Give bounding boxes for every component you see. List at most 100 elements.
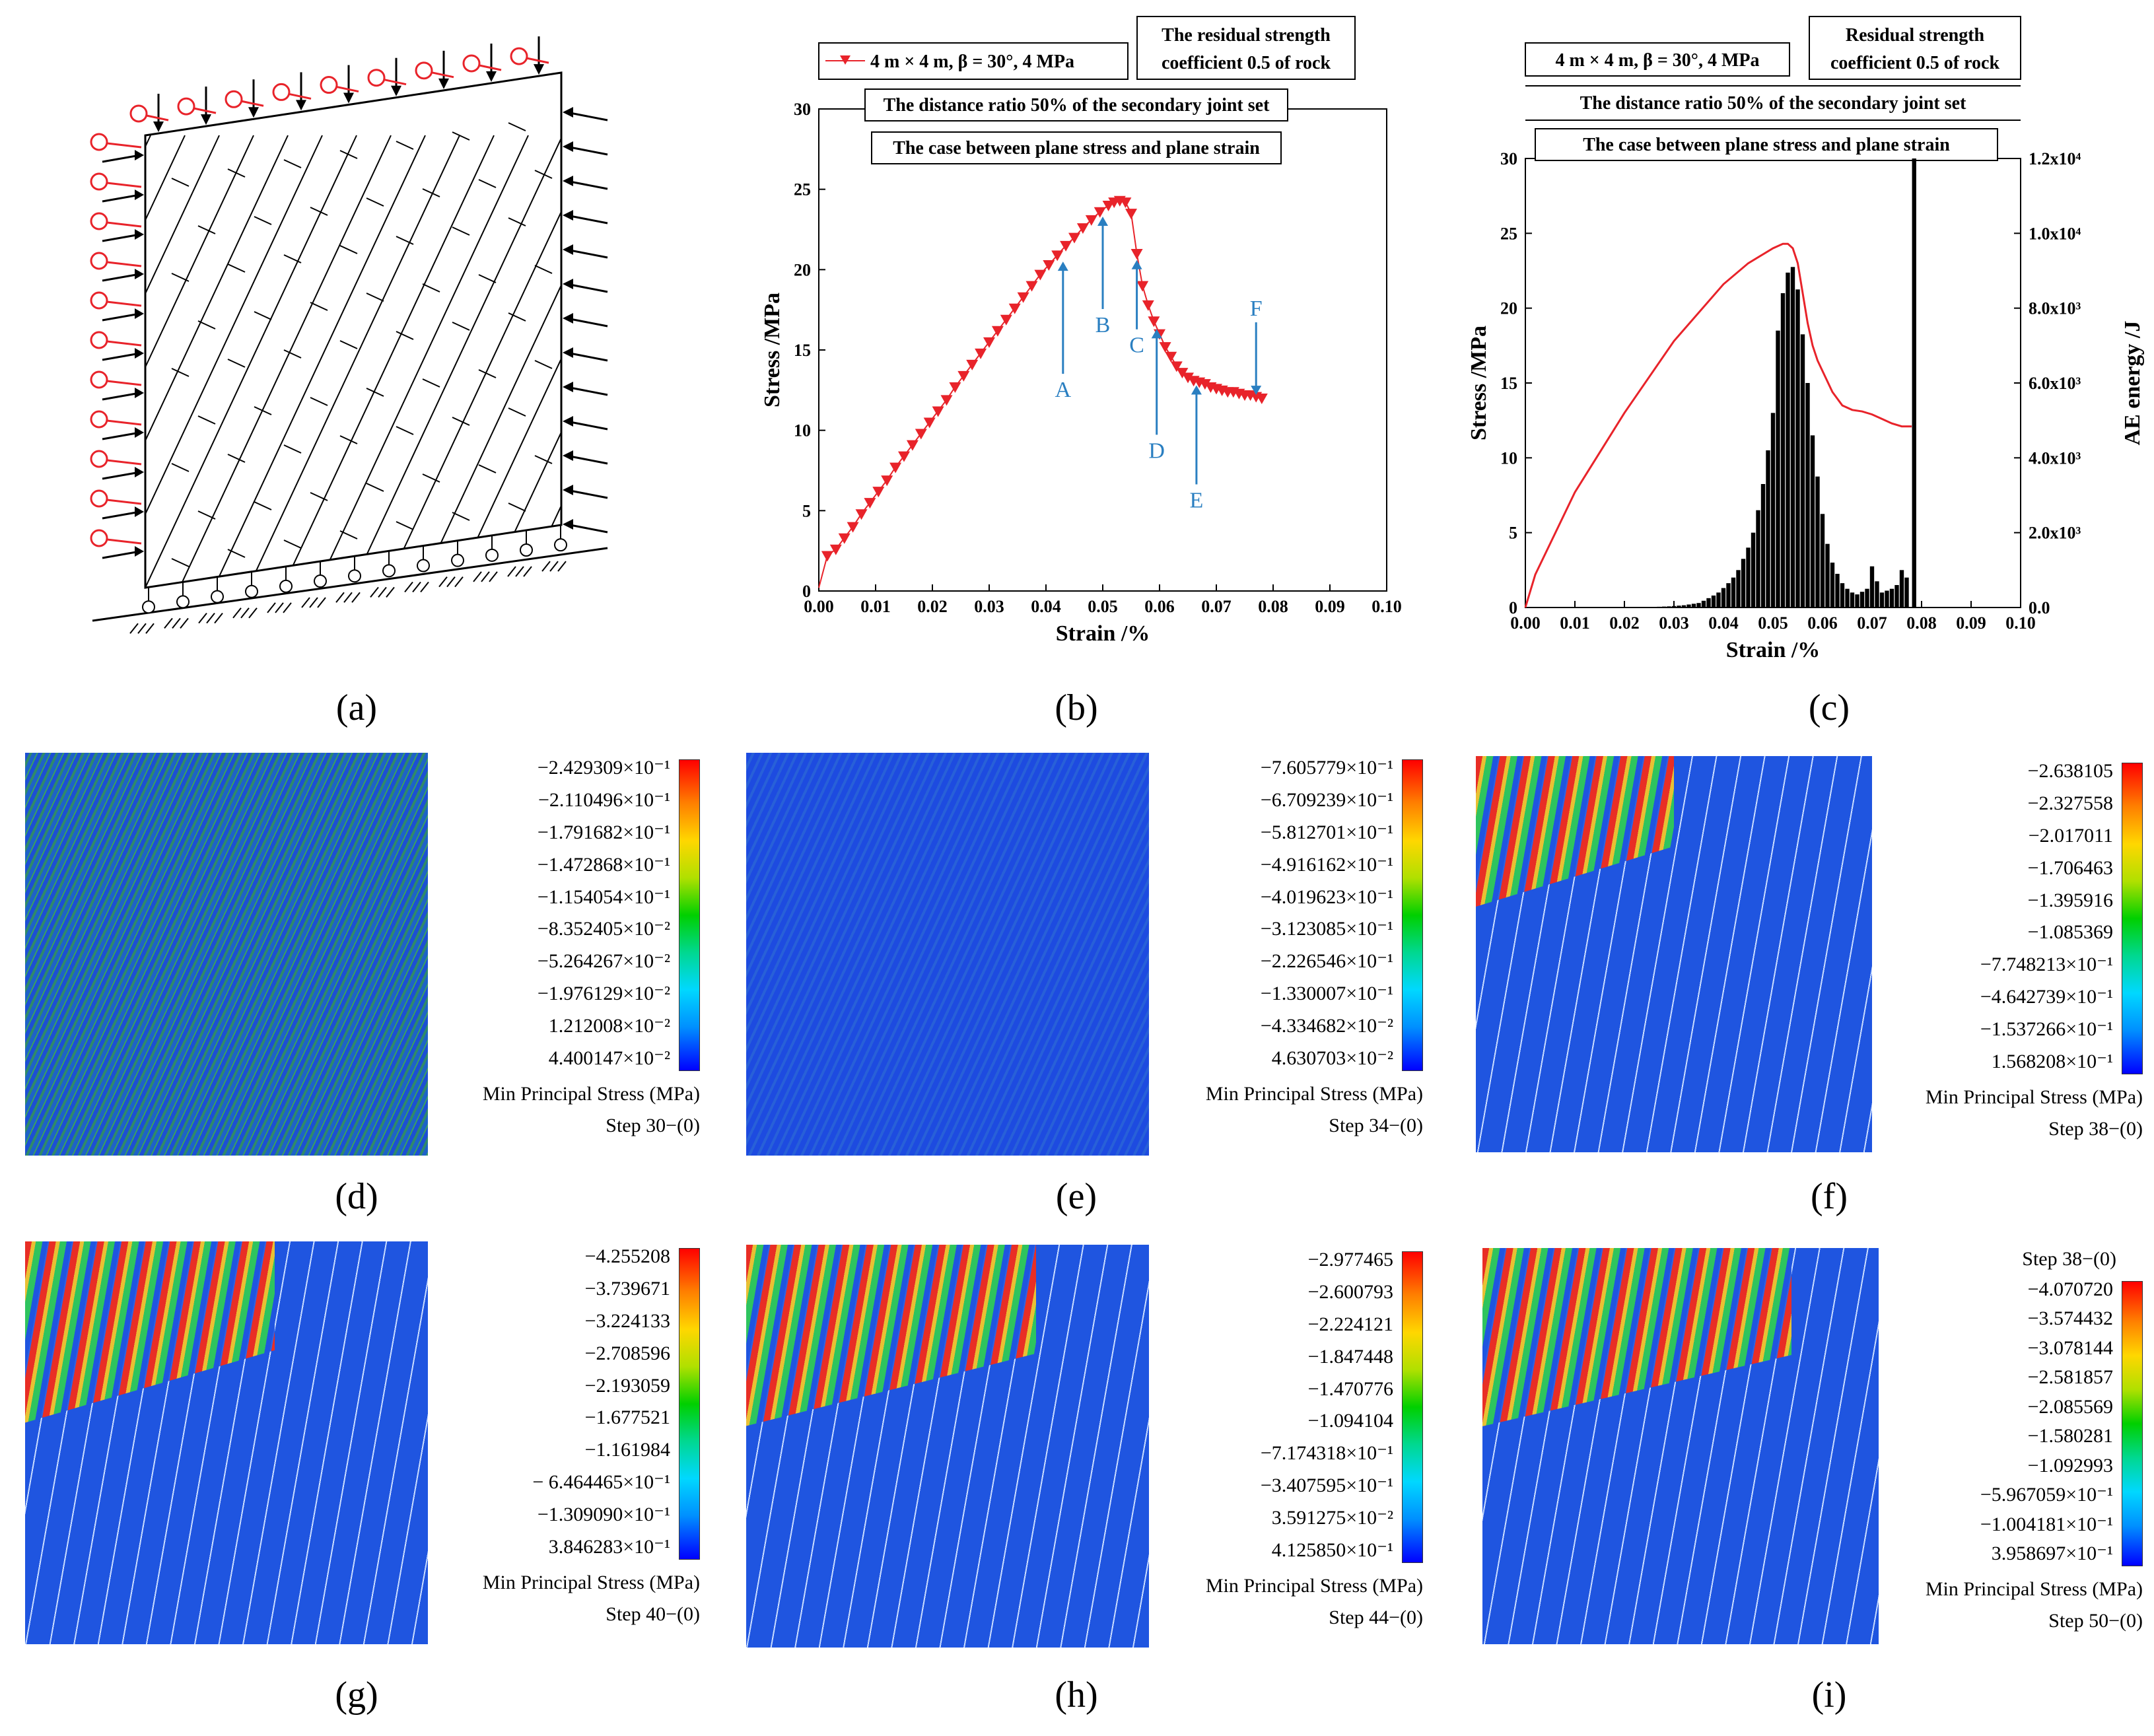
secondary-joint [366, 293, 384, 302]
roller-icon [90, 172, 108, 191]
hatch [145, 623, 155, 634]
roller-link [289, 92, 312, 100]
roller-icon [90, 489, 108, 508]
b-data-point [1165, 351, 1177, 363]
legend-values: −2.429309×10⁻¹ −2.110496×10⁻¹ −1.791682×10… [538, 758, 670, 1068]
c-legend-label: 4 m × 4 m, β = 30°, 4 MPa [1555, 50, 1759, 71]
roller-icon [90, 450, 108, 468]
right-load-arrow [566, 180, 608, 190]
legend-value: −2.193059 [584, 1374, 670, 1397]
roller-icon [320, 76, 338, 94]
c-y-tick-label: 25 [1500, 224, 1517, 243]
c-ae-bar [1790, 267, 1795, 608]
hatch [309, 597, 318, 608]
hatch [438, 576, 448, 588]
primary-joint [316, 135, 529, 588]
stress-map-f [1476, 756, 1872, 1152]
stress-map-d [25, 753, 428, 1156]
legend-values: −4.255208 −3.739671 −3.224133 −2.708596 −2.1… [532, 1247, 670, 1557]
secondary-joint [197, 320, 216, 330]
legend-value: −2.600793 [1307, 1280, 1393, 1303]
legend-value: 1.212008×10⁻² [548, 1015, 670, 1037]
c-ae-bar [1850, 592, 1855, 608]
marker-arrowhead [1191, 385, 1202, 395]
arrowhead [534, 64, 544, 75]
secondary-joint [310, 492, 328, 501]
legend-value: −4.334682×10⁻² [1260, 1015, 1393, 1037]
hatch [180, 617, 189, 629]
left-load-arrow [102, 273, 141, 282]
arrowhead [486, 71, 497, 82]
primary-joint [557, 135, 561, 588]
b-y-tick-label: 30 [794, 100, 811, 119]
arrowhead [343, 92, 354, 104]
primary-joint [145, 135, 323, 588]
colorbar [2122, 1281, 2143, 1566]
primary-joint [145, 135, 357, 588]
b-data-point [1076, 223, 1089, 234]
secondary-joint [227, 549, 246, 558]
legend-title: Min Principal Stress (MPa) [482, 1083, 700, 1105]
arrowhead [438, 78, 449, 89]
marker-label-D: D [1148, 438, 1165, 463]
c-note3: The case between plane stress and plane … [1583, 135, 1950, 155]
c-y2-tick-label: 6.0x10³ [2029, 374, 2081, 393]
c-note-line1: Residual strength [1846, 25, 1985, 46]
hatch [267, 602, 276, 613]
hatch [275, 602, 284, 613]
c-x-tick-label: 0.02 [1609, 613, 1640, 633]
arrowhead [563, 485, 573, 495]
arrowhead [135, 308, 144, 319]
secondary-joint [422, 473, 440, 483]
b-data-point [889, 462, 902, 473]
secondary-joint [283, 159, 302, 168]
stress-ae-energy-chart: 0.00 0.01 0.02 0.03 0.04 0.05 0.06 0.07 0.08 0.09… [1467, 16, 2145, 662]
secondary-joint [396, 236, 414, 245]
roller-support-icon [382, 564, 396, 578]
marker-label-C: C [1129, 333, 1144, 358]
arrowhead [201, 114, 211, 125]
legend-value: −2.017011 [2028, 824, 2113, 847]
hatch [386, 586, 395, 598]
hatch [412, 581, 421, 593]
legend-value: −7.605779×10⁻¹ [1260, 757, 1393, 779]
arrowhead [135, 427, 144, 438]
roller-support-icon [485, 548, 499, 562]
secondary-joint [283, 254, 302, 263]
colorbar-legend-e: −7.605779×10⁻¹ −6.709239×10⁻¹ −5.812701×10… [1152, 753, 1423, 1136]
primary-joint [213, 135, 426, 588]
right-load-arrow [566, 248, 608, 259]
secondary-joint [452, 322, 470, 331]
roller-support-icon [451, 553, 464, 567]
arrowhead [135, 190, 144, 200]
legend-value: −3.574432 [2027, 1307, 2113, 1330]
b-data-point [991, 326, 1004, 337]
legend-value: −3.739671 [584, 1277, 670, 1300]
c-ae-bar [1657, 606, 1661, 608]
hatch [301, 597, 310, 608]
b-data-point [1182, 372, 1194, 384]
arrowhead [135, 150, 144, 160]
b-note-line2: coefficient 0.5 of rock [1162, 53, 1331, 73]
secondary-joint [422, 283, 440, 293]
roller-support-icon [314, 574, 327, 588]
legend-value: −3.224133 [584, 1309, 670, 1332]
primary-joint [488, 135, 561, 588]
c-ae-bar [1711, 595, 1716, 608]
caption-g: (g) [335, 1675, 378, 1716]
roller-icon [177, 97, 195, 116]
primary-joint [454, 135, 561, 588]
hatch [515, 566, 524, 577]
b-data-point [932, 406, 944, 417]
caption-a: (a) [335, 687, 378, 728]
b-data-point [898, 451, 910, 462]
colorbar-legend-g: −4.255208 −3.739671 −3.224133 −2.708596 −2.1… [429, 1241, 700, 1625]
c-ae-bar [1855, 594, 1859, 608]
stress-strain-chart: 0.00 0.01 0.02 0.03 0.04 0.05 0.06 0.07 0.08 0.09… [760, 16, 1402, 646]
c-x-tick-label: 0.00 [1510, 613, 1541, 633]
stress-map-g [25, 1241, 428, 1644]
secondary-joint [508, 407, 526, 417]
b-y-axis-label: Stress /MPa [760, 293, 784, 407]
arrowhead [563, 107, 573, 118]
c-note-box [1809, 16, 2021, 80]
